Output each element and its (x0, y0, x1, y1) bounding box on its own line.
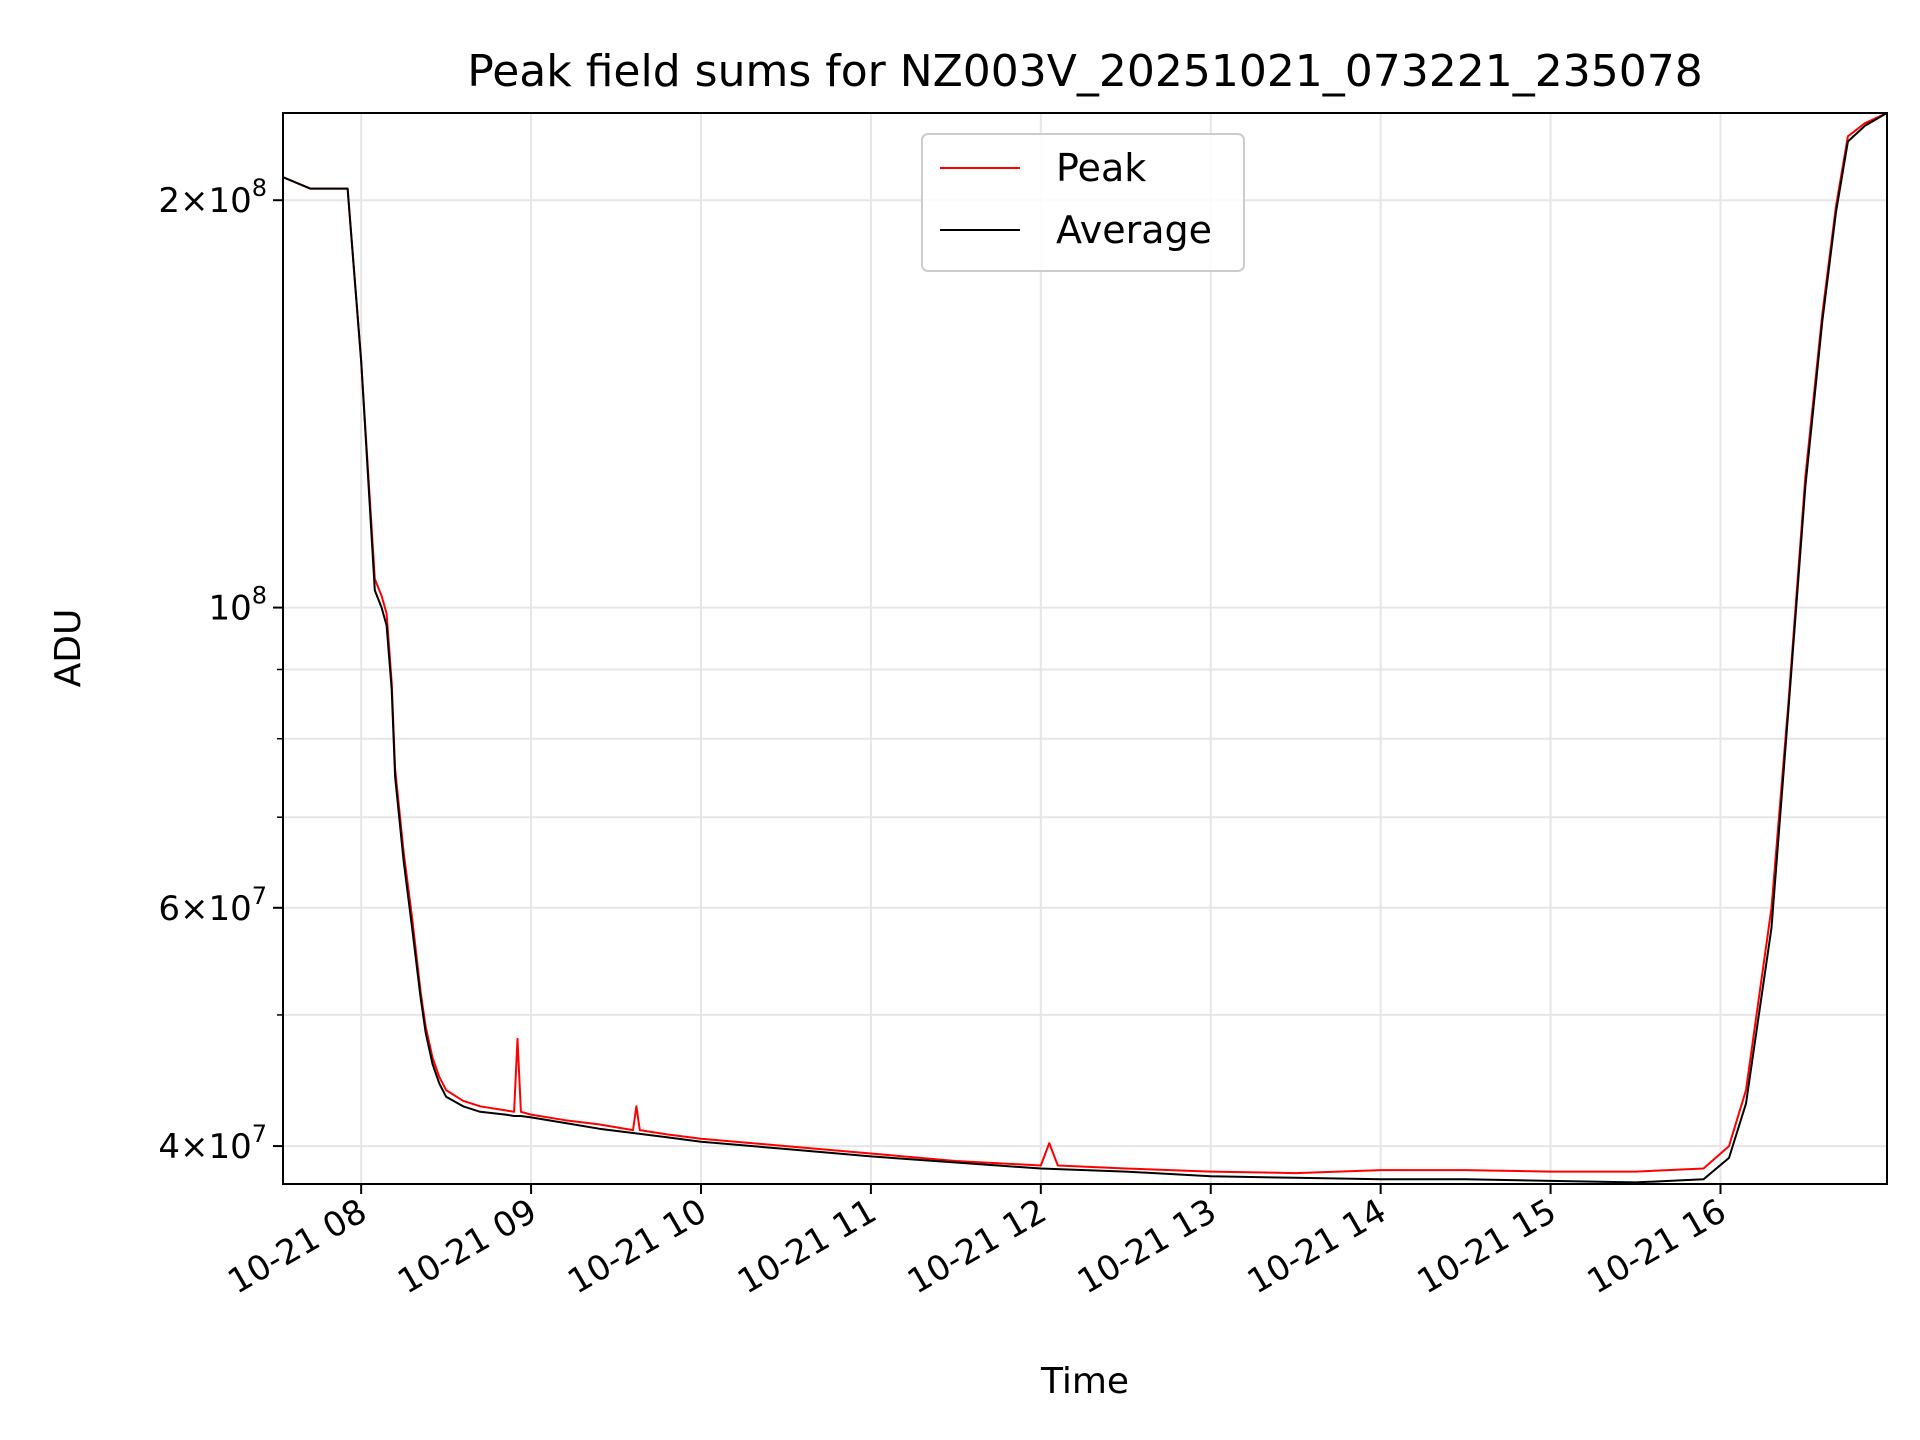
y-tick-exponent: 8 (252, 582, 267, 610)
y-tick-times: × (180, 889, 209, 929)
y-tick-exponent: 7 (252, 1120, 267, 1148)
chart-title: Peak field sums for NZ003V_20251021_0732… (467, 46, 1702, 97)
y-tick-mantissa: 6 (158, 889, 180, 929)
y-tick-exponent: 8 (252, 174, 267, 202)
y-tick-mantissa: 4 (158, 1127, 180, 1167)
y-tick-mantissa: 2 (158, 181, 180, 221)
x-axis-label: Time (1040, 1361, 1129, 1402)
y-tick-label: 6×107 (158, 882, 267, 929)
y-tick-base: 10 (208, 1127, 251, 1167)
y-tick-times: × (180, 181, 209, 221)
y-tick-base: 10 (208, 589, 251, 629)
legend-label-average: Average (1056, 208, 1212, 252)
y-tick-label: 2×108 (158, 174, 267, 221)
grid-layer (283, 113, 1887, 1184)
y-tick-base: 10 (208, 889, 251, 929)
y-axis-label: ADU (48, 609, 89, 688)
series-line-average (283, 113, 1887, 1184)
y-tick-times: × (180, 1127, 209, 1167)
series-layer (283, 113, 1887, 1184)
y-tick-base: 10 (208, 181, 251, 221)
plot-frame (282, 112, 1888, 1185)
legend-label-peak: Peak (1056, 146, 1146, 190)
legend: Peak Average (921, 133, 1245, 272)
y-tick-label: 108 (208, 582, 267, 629)
y-tick-label: 4×107 (158, 1120, 267, 1167)
y-tick-exponent: 7 (252, 882, 267, 910)
